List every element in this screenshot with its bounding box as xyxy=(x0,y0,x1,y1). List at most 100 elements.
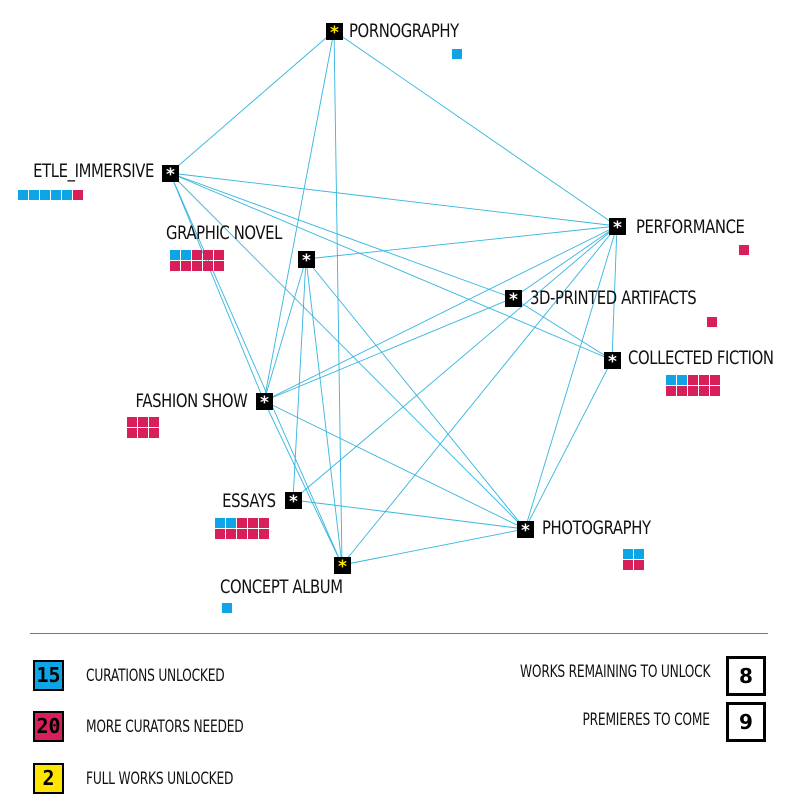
node-bars-concept-album xyxy=(222,603,232,614)
curator-needed-square xyxy=(237,518,247,528)
node-label-pornography: PORNOGRAPHY xyxy=(349,20,459,42)
curators-needed-count: 20 xyxy=(33,711,64,742)
asterisk-icon[interactable]: * xyxy=(604,352,621,372)
curation-unlocked-square xyxy=(170,250,180,260)
node-label-3d-printed-artifacts: 3D-PRINTED ARTIFACTS xyxy=(530,287,697,309)
edge-pornography-fashion xyxy=(263,30,335,402)
curator-needed-square xyxy=(634,560,644,570)
curator-needed-square xyxy=(237,529,247,539)
edge-performance-fiction xyxy=(611,225,618,361)
curator-needed-square xyxy=(203,261,213,271)
curation-unlocked-square xyxy=(40,190,50,200)
curator-needed-square xyxy=(623,560,633,570)
curation-unlocked-square xyxy=(51,190,61,200)
edge-etle-fiction xyxy=(169,172,613,361)
premieres-value: 9 xyxy=(726,702,766,742)
node-label-collected-fiction: COLLECTED FICTION xyxy=(628,347,774,369)
curation-unlocked-square xyxy=(452,49,462,59)
node-label-fashion-show: FASHION SHOW xyxy=(135,390,247,412)
curator-needed-square xyxy=(248,518,258,528)
asterisk-icon[interactable]: * xyxy=(285,492,302,512)
curation-unlocked-square xyxy=(634,549,644,559)
curation-unlocked-square xyxy=(215,518,225,528)
curator-needed-square xyxy=(688,375,698,385)
works-remaining-label: WORKS REMAINING TO UNLOCK xyxy=(519,662,711,682)
edge-concept-photo xyxy=(341,528,526,566)
curator-needed-square xyxy=(710,386,720,396)
node-bars-pornography xyxy=(452,49,462,60)
curation-unlocked-square xyxy=(29,190,39,200)
edge-performance-essays xyxy=(292,225,618,501)
bar-row xyxy=(215,529,269,539)
bar-row xyxy=(170,261,224,271)
curator-needed-square xyxy=(214,250,224,260)
curator-needed-square xyxy=(688,386,698,396)
node-label-concept-album: CONCEPT ALBUM xyxy=(220,576,343,598)
bar-row xyxy=(623,549,644,559)
bar-row xyxy=(215,518,269,528)
curator-needed-square xyxy=(181,261,191,271)
bar-row xyxy=(666,375,720,385)
curations-unlocked-count: 15 xyxy=(33,660,64,691)
curator-needed-square xyxy=(127,428,137,438)
node-label-photography: PHOTOGRAPHY xyxy=(542,517,651,539)
curation-unlocked-square xyxy=(623,549,633,559)
divider xyxy=(30,633,768,634)
curator-needed-square xyxy=(699,386,709,396)
bar-row xyxy=(127,428,159,438)
curator-needed-square xyxy=(259,529,269,539)
curator-needed-square xyxy=(707,317,717,327)
node-label-essays: ESSAYS xyxy=(222,490,276,512)
asterisk-icon[interactable]: * xyxy=(609,218,626,238)
bar-row xyxy=(623,560,644,570)
curator-needed-square xyxy=(666,386,676,396)
curation-unlocked-square xyxy=(226,518,236,528)
node-bars-photography xyxy=(623,549,644,571)
bar-row xyxy=(452,49,462,59)
edge-pornography-performance xyxy=(333,30,618,227)
asterisk-icon[interactable]: * xyxy=(334,557,351,577)
curator-needed-square xyxy=(699,375,709,385)
curation-unlocked-square xyxy=(62,190,72,200)
edge-etle-concept xyxy=(169,172,343,566)
edge-pornography-etle xyxy=(169,30,335,174)
curator-needed-square xyxy=(739,245,749,255)
asterisk-icon[interactable]: * xyxy=(162,165,179,185)
edge-graphic-essays xyxy=(292,258,307,501)
curator-needed-square xyxy=(73,190,83,200)
curator-needed-square xyxy=(192,261,202,271)
bar-row xyxy=(707,317,717,327)
edge-printed-fashion xyxy=(263,297,514,402)
node-bars-fashion-show xyxy=(127,417,159,439)
edge-fashion-concept xyxy=(263,400,343,566)
curator-needed-square xyxy=(149,417,159,427)
asterisk-icon[interactable]: * xyxy=(326,23,343,43)
asterisk-icon[interactable]: * xyxy=(298,251,315,271)
edge-graphic-performance xyxy=(305,225,618,260)
node-label-performance: PERFORMANCE xyxy=(636,216,745,238)
asterisk-icon[interactable]: * xyxy=(517,521,534,541)
edge-printed-fiction xyxy=(512,297,613,361)
node-bars-3d-printed-artifacts xyxy=(707,317,717,328)
edge-fiction-photo xyxy=(524,359,613,530)
asterisk-icon[interactable]: * xyxy=(256,393,273,413)
curator-needed-square xyxy=(710,375,720,385)
edge-etle-printed xyxy=(169,172,514,299)
bar-row xyxy=(666,386,720,396)
bar-row xyxy=(222,603,232,613)
curator-needed-square xyxy=(203,250,213,260)
bar-row xyxy=(739,245,749,255)
curator-needed-square xyxy=(259,518,269,528)
node-bars-performance xyxy=(739,245,749,256)
node-bars-graphic-novel xyxy=(170,250,224,272)
curator-needed-square xyxy=(192,250,202,260)
asterisk-icon[interactable]: * xyxy=(505,290,522,310)
works-remaining-value: 8 xyxy=(726,656,766,696)
network-edges xyxy=(169,30,618,566)
full-works-label: FULL WORKS UNLOCKED xyxy=(86,769,234,789)
curations-unlocked-label: CURATIONS UNLOCKED xyxy=(86,666,225,686)
curation-unlocked-square xyxy=(677,375,687,385)
premieres-label: PREMIERES TO COME xyxy=(582,710,710,730)
bar-row xyxy=(18,190,83,200)
bar-row xyxy=(170,250,224,260)
